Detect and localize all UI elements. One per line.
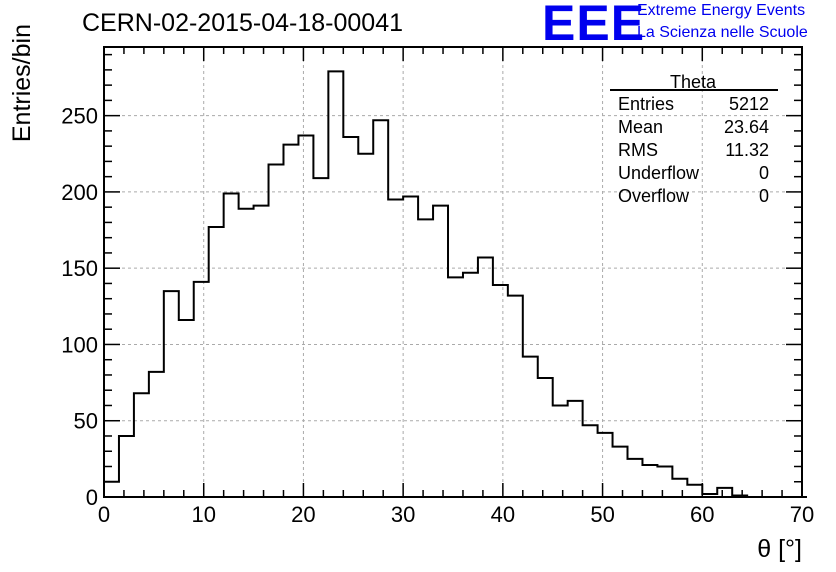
stats-row-label: Overflow <box>618 186 690 206</box>
plot-frame <box>103 46 803 498</box>
logo-subtitle-line1: Extreme Energy Events <box>637 2 806 19</box>
x-tick-label: 50 <box>590 502 614 527</box>
x-tick-label: 60 <box>690 502 714 527</box>
stats-row-value: 0 <box>759 186 769 206</box>
x-axis-title: θ [°] <box>757 535 802 563</box>
x-tick-label: 30 <box>391 502 415 527</box>
y-tick-label: 200 <box>61 180 98 205</box>
axis-ticks <box>103 47 803 498</box>
stats-box: Theta Entries 5212 Mean 23.64 RMS 11.32 Underf… <box>610 72 778 206</box>
eee-logo: EEE <box>542 0 646 51</box>
x-tick-label: 40 <box>491 502 515 527</box>
y-axis-title: Entries/bin <box>8 24 36 142</box>
y-tick-label: 250 <box>61 104 98 129</box>
stats-row-label: RMS <box>618 140 658 160</box>
y-tick-label: 100 <box>61 332 98 357</box>
y-tick-label: 0 <box>86 485 98 510</box>
stats-row-value: 23.64 <box>724 117 769 137</box>
stats-row-value: 11.32 <box>725 140 769 160</box>
x-tick-label: 70 <box>790 502 814 527</box>
grid-lines <box>104 47 802 497</box>
stats-row-value: 5212 <box>729 94 769 114</box>
tick-labels: 0 10 20 30 40 50 60 70 0 50 100 150 200 250 <box>61 104 814 527</box>
y-tick-label: 150 <box>61 256 98 281</box>
stats-row-value: 0 <box>759 163 769 183</box>
chart-title: CERN-02-2015-04-18-00041 <box>82 9 404 37</box>
y-tick-label: 50 <box>74 409 98 434</box>
stats-row-label: Entries <box>618 94 674 114</box>
stats-title: Theta <box>670 72 717 92</box>
x-tick-label: 0 <box>98 502 110 527</box>
x-tick-label: 10 <box>191 502 215 527</box>
stats-row-label: Mean <box>618 117 663 137</box>
histogram-line <box>104 70 807 498</box>
logo-subtitle-line2: La Scienza nelle Scuole <box>637 24 808 41</box>
x-tick-label: 20 <box>291 502 315 527</box>
stats-row-label: Underflow <box>618 163 700 183</box>
